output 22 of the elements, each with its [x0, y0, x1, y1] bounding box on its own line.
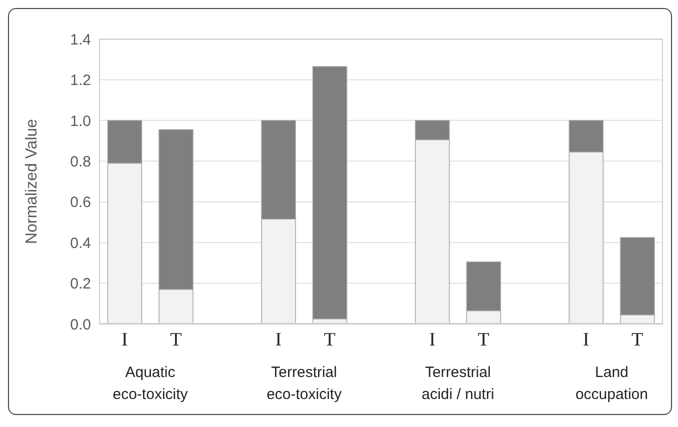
- y-tick-label: 0.8: [70, 153, 91, 170]
- x-tick-label: I: [121, 329, 128, 350]
- text: Terrestrial eco-toxicity: [266, 363, 343, 405]
- x-tick-label: T: [632, 329, 644, 350]
- y-tick-label: 1.0: [70, 112, 91, 130]
- y-tick-label: 1.2: [70, 72, 91, 90]
- y-tick-label: 0.2: [70, 276, 91, 293]
- x-tick-label: I: [429, 329, 436, 350]
- y-tick-label: 1.4: [70, 31, 91, 48]
- x-tick-label: I: [275, 329, 282, 350]
- y-tick-label: 0.6: [70, 194, 91, 212]
- bar: [312, 66, 348, 320]
- y-tick-label: 0.4: [70, 234, 91, 252]
- y-tick-label: 0.0: [70, 316, 91, 334]
- x-tick-label: T: [478, 329, 490, 350]
- x-tick-label: T: [324, 329, 336, 350]
- text: Land occupation: [574, 363, 649, 405]
- text: Terrestrial acidi / nutri: [420, 363, 496, 405]
- x-tick-label: T: [170, 329, 182, 350]
- y-axis-title: Normalized Value: [24, 118, 41, 244]
- text: Aquatic eco-toxicity: [112, 363, 189, 405]
- x-tick-label: I: [582, 329, 590, 350]
